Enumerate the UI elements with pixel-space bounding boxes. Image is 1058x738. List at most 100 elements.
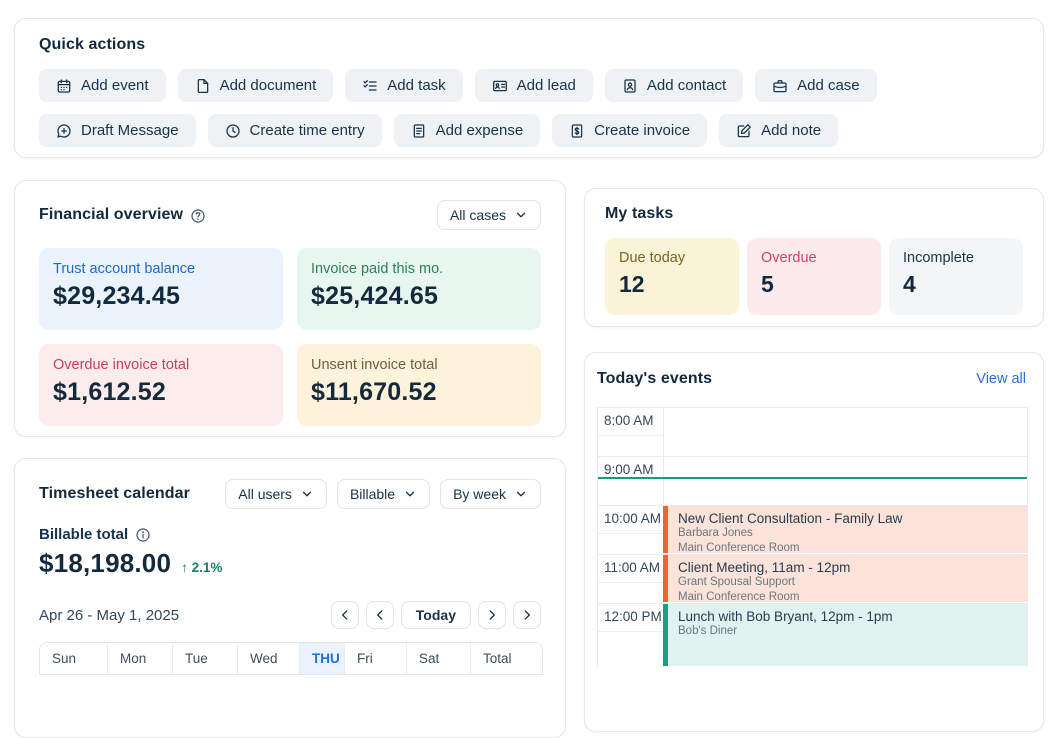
note-pencil-icon [736,123,752,139]
todays-events-title: Today's events [597,370,713,387]
stat-label: Due today [619,250,686,266]
timesheet-table: Sun Mon Tue Wed THU Fri Sat Total [39,642,543,675]
event-lunch[interactable]: Lunch with Bob Bryant, 12pm - 1pm Bob's … [663,604,1027,666]
stat-value: $29,234.45 [53,282,181,310]
arrow-up-icon: ↑ [181,560,188,575]
chevron-right-icon [485,608,499,622]
billable-filter-value: Billable [349,486,396,502]
billable-change: ↑ 2.1% [181,560,222,575]
draft-message-label: Draft Message [81,122,179,139]
stat-label: Incomplete [903,250,974,266]
half-hour-line [598,631,663,632]
add-note-label: Add note [761,122,822,139]
billable-filter-dropdown[interactable]: Billable [336,479,431,509]
chevron-down-icon [514,208,528,222]
column-header-sat: Sat [407,643,471,674]
add-task-button[interactable]: Add task [345,69,463,102]
case-filter-value: All cases [449,207,506,223]
help-icon[interactable] [190,208,206,224]
event-detail: Grant Spousal Support [678,576,795,588]
prev-period-button[interactable] [330,601,359,629]
next-button[interactable] [478,601,506,629]
chevron-left-icon [338,608,352,622]
financial-overview-title: Financial overview [39,206,184,223]
time-label: 10:00 AM [604,511,662,526]
financial-overview-panel: Financial overview All cases Trust accou… [14,180,566,437]
draft-message-icon [56,123,72,139]
stat-value: 5 [761,271,774,297]
today-button[interactable]: Today [400,601,471,629]
date-range-label: Apr 26 - May 1, 2025 [39,606,180,624]
add-lead-label: Add lead [516,77,576,94]
users-filter-value: All users [238,486,292,502]
event-detail: Main Conference Room [678,590,800,603]
my-tasks-panel: My tasks Due today 12 Overdue 5 Incomple… [584,188,1044,327]
due-today-card[interactable]: Due today 12 [605,238,739,315]
column-header-mon: Mon [108,643,173,674]
calendar-icon [56,78,72,94]
column-header-wed: Wed [238,643,300,674]
overdue-invoice-card[interactable]: Overdue invoice total $1,612.52 [39,344,283,426]
add-case-label: Add case [797,77,860,94]
add-document-label: Add document [219,77,317,94]
add-event-button[interactable]: Add event [39,69,166,102]
case-filter-dropdown[interactable]: All cases [436,200,541,230]
event-new-client-consultation[interactable]: New Client Consultation - Family Law Bar… [663,506,1027,554]
add-contact-button[interactable]: Add contact [604,69,744,102]
event-accent-bar [663,555,668,602]
add-note-button[interactable]: Add note [719,114,839,147]
column-header-fri: Fri [345,643,407,674]
event-client-meeting[interactable]: Client Meeting, 11am - 12pm Grant Spousa… [663,555,1027,603]
document-icon [195,78,211,94]
current-time-indicator [598,477,1027,479]
add-expense-button[interactable]: Add expense [393,114,541,147]
add-expense-label: Add expense [435,122,524,139]
my-tasks-title: My tasks [605,205,674,222]
lead-card-icon [492,78,508,94]
chevron-down-icon [514,487,528,501]
timesheet-calendar-panel: Timesheet calendar All users Billable By… [14,458,566,738]
column-header-sun: Sun [40,643,108,674]
add-task-label: Add task [387,77,446,94]
change-percent: 2.1% [191,560,223,575]
column-header-tue: Tue [173,643,238,674]
create-time-entry-label: Create time entry [249,122,365,139]
event-title: New Client Consultation - Family Law [678,511,903,526]
users-filter-dropdown[interactable]: All users [225,479,327,509]
stat-value: $1,612.52 [53,378,167,406]
time-label: 9:00 AM [604,462,654,477]
add-case-button[interactable]: Add case [755,69,877,102]
view-all-link[interactable]: View all [976,371,1026,387]
incomplete-tasks-card[interactable]: Incomplete 4 [889,238,1023,315]
stat-label: Overdue [761,250,817,266]
event-accent-bar [663,506,668,553]
info-icon[interactable] [135,527,151,543]
task-icon [362,78,378,94]
trust-account-balance-card[interactable]: Trust account balance $29,234.45 [39,248,283,330]
stat-label: Invoice paid this mo. [311,261,444,277]
create-time-entry-button[interactable]: Create time entry [207,114,382,147]
add-document-button[interactable]: Add document [177,69,334,102]
hour-row: 11:00 AM [598,554,1027,603]
next-period-button[interactable] [513,601,541,629]
add-contact-label: Add contact [646,77,727,94]
stat-value: 4 [903,271,916,297]
chevron-down-icon [403,487,417,501]
column-header-thu-current: THU [300,643,345,674]
prev-button[interactable] [365,601,394,629]
hour-row: 8:00 AM [598,407,1027,456]
overdue-tasks-card[interactable]: Overdue 5 [747,238,881,315]
invoice-paid-card[interactable]: Invoice paid this mo. $25,424.65 [297,248,541,330]
half-hour-line [598,533,663,534]
chevron-left-icon [373,608,387,622]
period-filter-dropdown[interactable]: By week [440,479,541,509]
add-event-label: Add event [81,77,149,94]
unsent-invoice-card[interactable]: Unsent invoice total $11,670.52 [297,344,541,426]
contact-card-icon [622,78,638,94]
clock-icon [225,123,241,139]
create-invoice-button[interactable]: Create invoice [552,114,708,147]
add-lead-button[interactable]: Add lead [474,69,593,102]
draft-message-button[interactable]: Draft Message [39,114,196,147]
billable-total-value: $18,198.00 [39,548,172,578]
quick-actions-title: Quick actions [39,36,146,53]
